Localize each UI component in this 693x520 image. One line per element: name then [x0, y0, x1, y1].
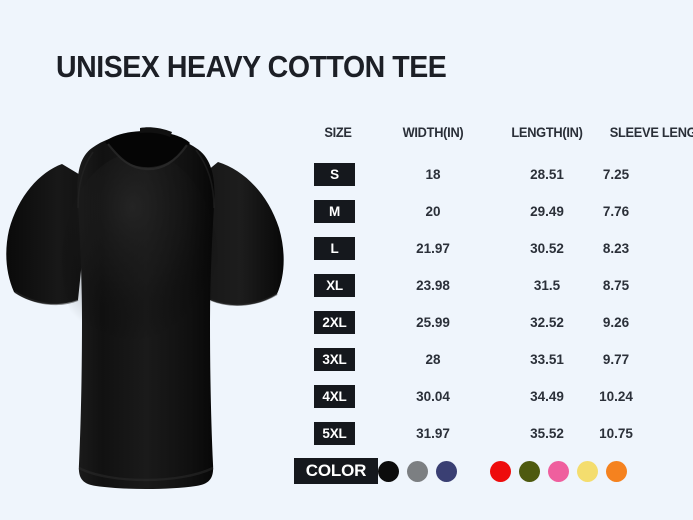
cell-sleeve: 10.24: [599, 389, 633, 404]
cell-width: 28: [425, 352, 441, 367]
cell-sleeve: 8.23: [602, 241, 630, 256]
tshirt-collar-seam: [107, 143, 188, 171]
cell-sleeve: 10.75: [599, 426, 633, 441]
tshirt-right-shoulder-seam: [195, 149, 215, 209]
color-swatch-navy[interactable]: [436, 461, 457, 482]
size-badge: M: [314, 200, 355, 223]
cell-sleeve: 9.26: [602, 315, 630, 330]
size-badge: L: [314, 237, 355, 260]
table-row: 4XL 30.04 34.49 10.24: [300, 382, 693, 412]
cell-width: 25.99: [416, 315, 450, 330]
tshirt-left-cuff: [14, 291, 79, 306]
color-options-row: COLOR: [294, 456, 693, 490]
cell-width: 30.04: [416, 389, 450, 404]
cell-length: 35.52: [530, 426, 564, 441]
color-swatch-orange[interactable]: [606, 461, 627, 482]
cell-sleeve: 8.75: [602, 278, 630, 293]
color-label-badge: COLOR: [294, 458, 378, 484]
cell-length: 32.52: [530, 315, 564, 330]
product-image-tshirt: [0, 112, 300, 507]
cell-sleeve: 7.25: [602, 167, 630, 182]
table-row: 3XL 28 33.51 9.77: [300, 345, 693, 375]
table-row: S 18 28.51 7.25: [300, 160, 693, 190]
cell-length: 34.49: [530, 389, 564, 404]
cell-length: 31.5: [533, 278, 561, 293]
tshirt-collar: [105, 131, 190, 168]
header-sleeve-length: SLEEVE LENGTH(IN: [609, 125, 693, 140]
size-badge: 5XL: [314, 422, 355, 445]
color-swatch-pink[interactable]: [548, 461, 569, 482]
table-row: M 20 29.49 7.76: [300, 197, 693, 227]
color-swatch-black[interactable]: [378, 461, 399, 482]
size-badge: 3XL: [314, 348, 355, 371]
cell-length: 30.52: [530, 241, 564, 256]
table-row: XL 23.98 31.5 8.75: [300, 271, 693, 301]
tshirt-right-cuff: [210, 293, 278, 306]
tshirt-shoulder-tape: [140, 127, 172, 137]
size-badge: S: [314, 163, 355, 186]
table-row: L 21.97 30.52 8.23: [300, 234, 693, 264]
cell-width: 20: [425, 204, 441, 219]
header-size: SIZE: [324, 125, 352, 140]
tshirt-highlight: [62, 152, 218, 372]
cell-length: 28.51: [530, 167, 564, 182]
table-row: 5XL 31.97 35.52 10.75: [300, 419, 693, 449]
header-width: WIDTH(IN): [402, 125, 464, 140]
cell-sleeve: 9.77: [602, 352, 630, 367]
size-chart-table: SIZE WIDTH(IN) LENGTH(IN) SLEEVE LENGTH(…: [300, 118, 693, 448]
cell-width: 31.97: [416, 426, 450, 441]
cell-length: 29.49: [530, 204, 564, 219]
cell-sleeve: 7.76: [602, 204, 630, 219]
table-row: 2XL 25.99 32.52 9.26: [300, 308, 693, 338]
header-length: LENGTH(IN): [511, 125, 583, 140]
table-header-row: SIZE WIDTH(IN) LENGTH(IN) SLEEVE LENGTH(…: [300, 118, 693, 148]
page-title: UNISEX HEAVY COTTON TEE: [56, 49, 447, 84]
size-badge: 2XL: [314, 311, 355, 334]
cell-length: 33.51: [530, 352, 564, 367]
color-swatch-yellow[interactable]: [577, 461, 598, 482]
color-swatch-olive[interactable]: [519, 461, 540, 482]
size-badge: XL: [314, 274, 355, 297]
cell-width: 18: [425, 167, 441, 182]
cell-width: 23.98: [416, 278, 450, 293]
size-badge: 4XL: [314, 385, 355, 408]
tshirt-right-sleeve: [196, 162, 284, 306]
color-swatch-gray[interactable]: [407, 461, 428, 482]
tshirt-left-shoulder-seam: [77, 151, 94, 209]
color-swatch-red[interactable]: [490, 461, 511, 482]
tshirt-bottom-hem: [78, 466, 214, 482]
cell-width: 21.97: [416, 241, 450, 256]
